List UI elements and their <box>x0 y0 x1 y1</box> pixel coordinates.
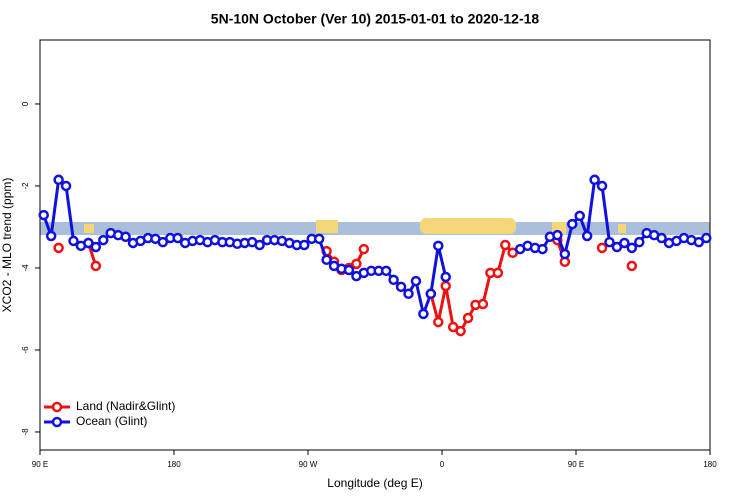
data-point <box>477 298 489 310</box>
data-point <box>611 241 623 253</box>
data-point <box>172 232 183 244</box>
y-tick-label: -8 <box>21 428 30 436</box>
data-point <box>596 242 608 254</box>
data-point <box>440 280 451 292</box>
map-strip <box>40 218 710 235</box>
data-point <box>589 174 600 186</box>
data-point <box>619 237 630 249</box>
data-point <box>351 258 362 270</box>
y-tick-label: 0 <box>21 101 30 106</box>
data-point <box>45 230 57 242</box>
data-point <box>462 312 474 324</box>
x-tick-label: 90 W <box>299 460 318 469</box>
data-point <box>656 232 667 244</box>
legend-marker <box>51 416 63 428</box>
data-point <box>500 239 511 251</box>
data-point <box>492 267 504 279</box>
chart-title: 5N-10N October (Ver 10) 2015-01-01 to 20… <box>211 11 540 27</box>
y-tick-label: -4 <box>21 264 30 272</box>
legend-label: Ocean (Glint) <box>76 414 147 428</box>
data-point <box>455 325 466 337</box>
legend-label: Land (Nadir&Glint) <box>76 399 175 413</box>
x-axis-label: Longitude (deg E) <box>327 476 422 490</box>
data-point <box>418 308 429 320</box>
land-patch <box>84 224 94 233</box>
data-point <box>447 321 459 333</box>
data-point <box>626 260 638 272</box>
data-point <box>254 239 265 251</box>
data-point <box>433 240 444 252</box>
data-point <box>53 242 64 254</box>
data-point <box>90 241 102 253</box>
data-point <box>634 236 645 248</box>
data-point <box>343 264 355 276</box>
data-point <box>596 180 608 192</box>
data-point <box>410 275 422 287</box>
data-point <box>574 210 585 222</box>
data-point <box>157 236 169 248</box>
data-point <box>68 235 79 247</box>
data-point <box>552 229 563 241</box>
ocean-strip <box>40 222 710 235</box>
data-point <box>120 231 131 243</box>
legend-marker <box>51 401 63 413</box>
data-point <box>701 232 712 244</box>
data-point <box>38 209 49 221</box>
data-point <box>313 233 325 245</box>
data-point <box>53 174 64 186</box>
data-point <box>60 180 72 192</box>
data-point <box>567 218 578 230</box>
data-point <box>98 234 109 246</box>
data-point <box>83 237 94 249</box>
land-patch <box>316 220 338 233</box>
data-point <box>537 243 548 255</box>
x-tick-label: 180 <box>703 460 717 469</box>
y-tick-label: -6 <box>21 346 30 354</box>
data-point <box>321 254 332 266</box>
y-tick-label: -2 <box>21 182 30 190</box>
data-point <box>604 236 615 248</box>
x-tick-label: 90 E <box>32 460 48 469</box>
y-axis-label: XCO2 - MLO trend (ppm) <box>0 178 14 313</box>
data-point <box>440 271 451 283</box>
x-tick-label: 180 <box>167 460 181 469</box>
data-point <box>693 236 705 248</box>
data-point <box>559 248 571 260</box>
plot-frame <box>39 39 711 451</box>
x-tick-label: 90 E <box>568 460 584 469</box>
land-patch <box>618 224 626 233</box>
data-point <box>425 288 437 300</box>
data-point <box>299 239 310 251</box>
data-point <box>433 316 444 328</box>
data-point <box>403 288 414 300</box>
x-tick-label: 0 <box>440 460 445 469</box>
land-patch <box>420 218 516 234</box>
data-point <box>380 265 392 277</box>
data-point <box>358 243 370 255</box>
data-point <box>581 230 593 242</box>
data-point <box>90 260 102 272</box>
data-point <box>388 274 399 286</box>
data-point <box>626 242 638 254</box>
data-point <box>395 281 407 293</box>
